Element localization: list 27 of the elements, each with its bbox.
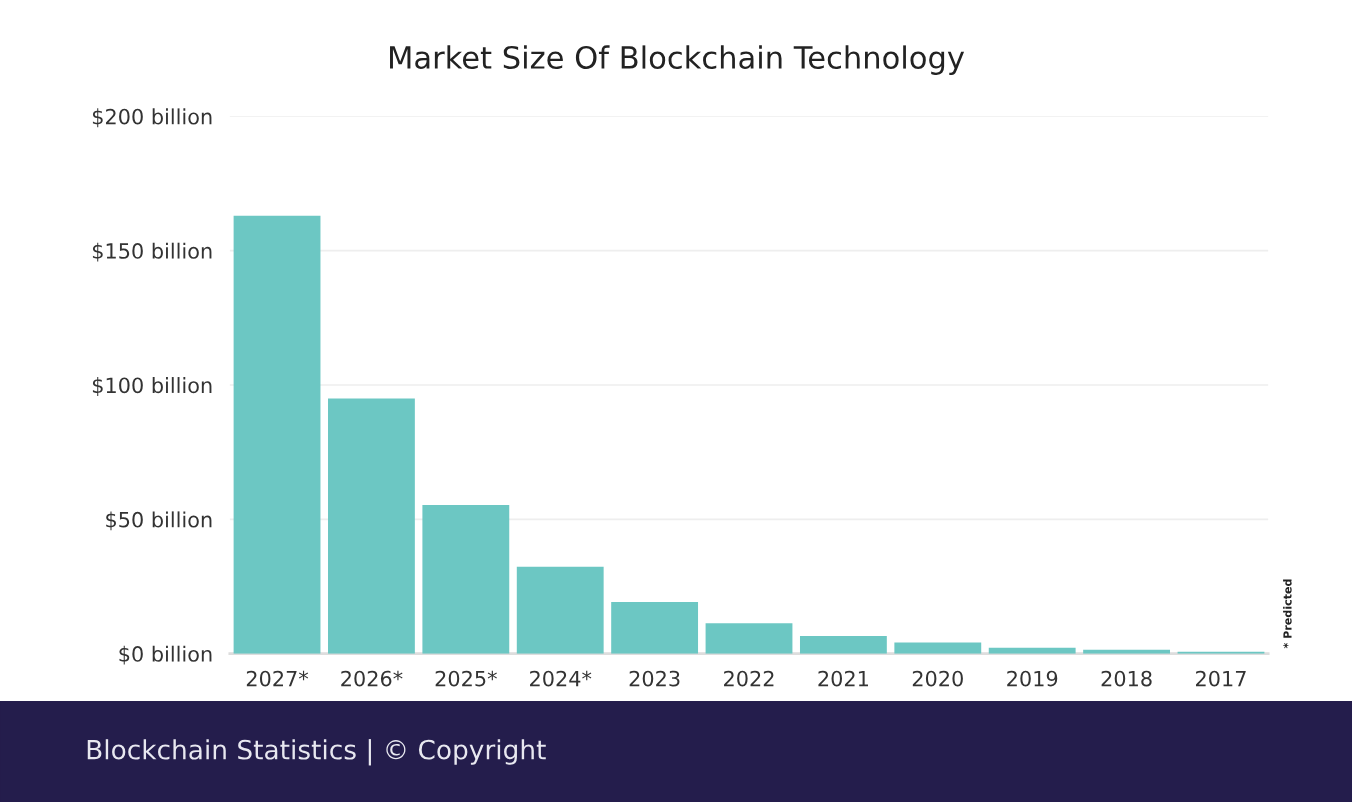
y-tick-label: $100 billion — [92, 377, 212, 396]
x-tick-label: 2017 — [1196, 670, 1246, 687]
x-tick-label: 2027* — [246, 670, 309, 687]
x-tick-label: 2021 — [818, 670, 868, 687]
y-tick-label: $0 billion — [119, 645, 212, 665]
x-tick-label: 2022 — [724, 670, 774, 687]
x-tick-label: 2026* — [341, 670, 403, 687]
bar — [894, 642, 982, 654]
bar — [705, 623, 793, 654]
y-tick-label: $150 billion — [92, 242, 212, 262]
bar — [516, 566, 604, 654]
bar — [611, 602, 699, 654]
x-tick-label: 2020 — [912, 670, 963, 687]
x-tick-label: 2025* — [435, 670, 497, 687]
chart-title: Market Size Of Blockchain Technology — [390, 45, 965, 75]
x-tick-label: 2018 — [1101, 670, 1152, 687]
y-tick-label: $50 billion — [106, 511, 212, 531]
bar — [799, 635, 887, 654]
bar — [328, 398, 415, 654]
bar — [233, 215, 321, 654]
bar — [422, 505, 510, 654]
x-tick-label: 2019 — [1007, 670, 1058, 687]
x-tick-label: 2024* — [530, 670, 592, 687]
text: * Predicted — [1283, 579, 1292, 649]
text: Blockchain Statistics | © Copyright — [87, 739, 546, 766]
x-tick-label: 2023 — [629, 670, 680, 687]
y-tick-label: $200 billion — [92, 108, 212, 128]
